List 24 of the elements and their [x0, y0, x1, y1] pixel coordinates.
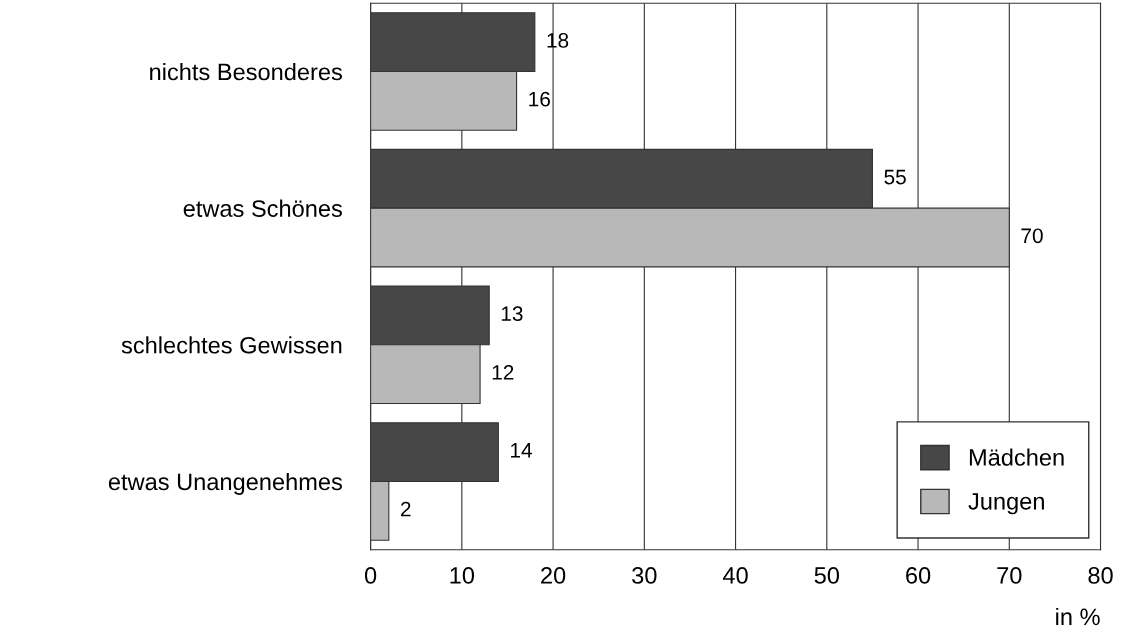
x-tick-label: 10: [450, 567, 475, 584]
data-label: 12: [492, 365, 514, 380]
legend-label: Mädchen: [969, 448, 1064, 466]
x-tick-label: 60: [906, 567, 931, 584]
data-label: 2: [401, 501, 411, 517]
data-label: 16: [529, 91, 550, 107]
x-tick-label: 30: [632, 567, 657, 584]
y-tick-label: nichts Besonderes: [150, 62, 342, 81]
x-tick-label: 40: [722, 567, 748, 584]
data-label: 14: [511, 443, 533, 458]
x-tick-label: 80: [1088, 567, 1113, 584]
x-axis-title: in %: [1056, 607, 1100, 626]
x-tick-label: 70: [997, 567, 1022, 584]
legend-label: Jungen: [968, 493, 1044, 515]
x-tick-label: 0: [364, 567, 377, 584]
x-tick-label: 20: [541, 567, 566, 584]
data-label: 18: [547, 33, 569, 48]
y-tick-label: schlechtes Gewissen: [121, 336, 342, 354]
x-tick-label: 50: [814, 567, 840, 584]
data-label: 55: [884, 169, 906, 185]
y-tick-label: etwas Schönes: [183, 199, 342, 217]
y-tick-label: etwas Unangenehmes: [108, 472, 342, 495]
data-label: 13: [501, 306, 523, 322]
data-label: 70: [1021, 228, 1043, 244]
